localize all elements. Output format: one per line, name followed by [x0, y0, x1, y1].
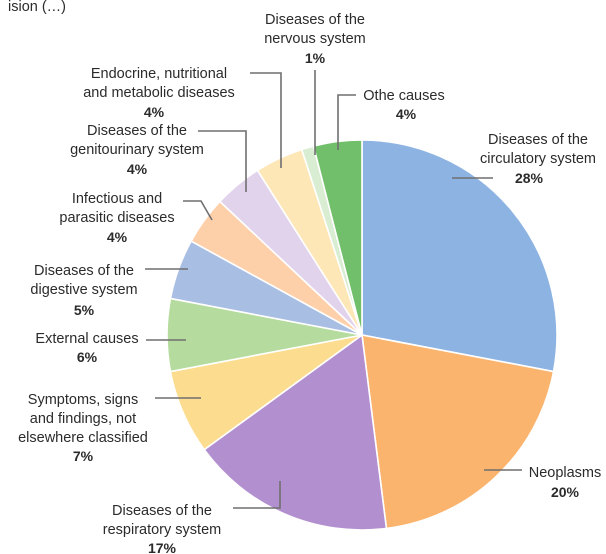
leader-line-respiratory — [233, 481, 281, 509]
label-nervous-text: Diseases of the nervous system — [264, 12, 366, 47]
pie-slices — [166, 139, 558, 531]
label-symptoms-text: Symptoms, signs and findings, not elsewher… — [18, 392, 148, 446]
label-infectious-text: Infectious and parasitic diseases — [59, 191, 174, 226]
label-external-text: External causes — [35, 331, 138, 347]
leader-line-infectious — [183, 200, 213, 221]
label-digestive-value: 5% — [74, 302, 95, 318]
label-endocrine-text: Endocrine, nutritional and metabolic dise… — [83, 66, 235, 101]
label-respiratory: Diseases of the respiratory system 17% — [103, 503, 221, 554]
label-respiratory-text: Diseases of the respiratory system — [103, 503, 221, 538]
pie-slice-circulatory — [361, 139, 558, 373]
label-circulatory-value: 28% — [515, 170, 544, 186]
label-neoplasms-text: Neoplasms — [529, 465, 602, 481]
leader-line-other — [337, 94, 356, 150]
label-other: Othe causes 4% — [363, 88, 444, 122]
label-genitourinary-text: Diseases of the genitourinary system — [70, 123, 204, 158]
label-genitourinary-value: 4% — [127, 161, 148, 177]
label-symptoms: Symptoms, signs and findings, not elsewher… — [18, 392, 148, 464]
label-respiratory-value: 17% — [148, 540, 177, 554]
label-digestive-text: Diseases of the digestive system — [30, 263, 137, 298]
label-external: External causes 6% — [35, 331, 138, 365]
top-cutoff-text: ision (…) — [8, 0, 66, 15]
pie-slice-neoplasms — [361, 334, 555, 530]
leader-lines — [145, 70, 522, 509]
leader-line-genitourinary — [198, 130, 247, 192]
label-digestive: Diseases of the digestive system 5% — [30, 263, 137, 318]
label-neoplasms-value: 20% — [551, 484, 580, 500]
label-external-value: 6% — [77, 349, 98, 365]
label-circulatory-text: Diseases of the circulatory system — [480, 132, 596, 167]
pie-slice-respiratory — [203, 333, 388, 531]
label-infectious: Infectious and parasitic diseases 4% — [59, 191, 174, 245]
leader-line-endocrine — [250, 72, 282, 168]
label-endocrine: Endocrine, nutritional and metabolic dise… — [83, 66, 235, 120]
label-circulatory: Diseases of the circulatory system 28% — [480, 132, 596, 186]
label-nervous-value: 1% — [305, 50, 326, 66]
label-neoplasms: Neoplasms 20% — [529, 465, 602, 500]
label-other-text: Othe causes — [363, 88, 444, 104]
label-symptoms-value: 7% — [73, 448, 94, 464]
label-endocrine-value: 4% — [144, 104, 165, 120]
label-infectious-value: 4% — [107, 229, 128, 245]
label-nervous: Diseases of the nervous system 1% — [264, 12, 366, 66]
label-genitourinary: Diseases of the genitourinary system 4% — [70, 123, 204, 177]
label-other-value: 4% — [396, 106, 417, 122]
